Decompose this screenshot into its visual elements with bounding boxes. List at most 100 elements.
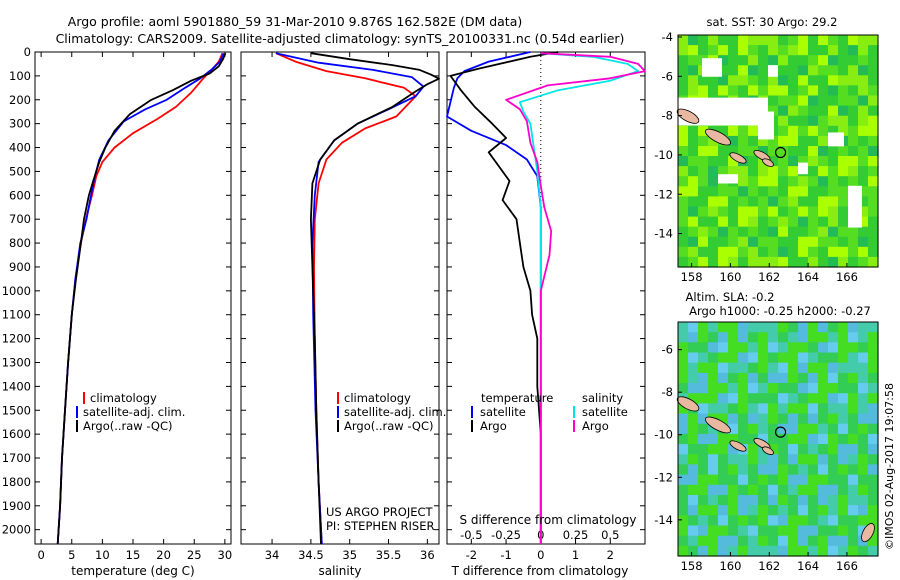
map-cell: [808, 403, 819, 415]
map-cell: [868, 322, 879, 333]
map-cell: [768, 454, 779, 466]
map-cell: [728, 135, 739, 147]
map-cell: [858, 423, 869, 435]
y-tick-label: 900: [9, 260, 31, 274]
map-cell: [778, 342, 789, 354]
map-cell: [788, 146, 799, 157]
map-cell: [848, 95, 859, 107]
map-cell: [728, 75, 739, 86]
map-cell: [848, 166, 859, 177]
map-cell: [788, 505, 799, 516]
map-cell: [778, 196, 789, 208]
sla-map-title-line2: Argo h1000: -0.25 h2000: -0.27: [689, 304, 871, 318]
map-cell: [818, 495, 829, 506]
map-cell: [728, 85, 739, 97]
map-cell: [708, 393, 719, 404]
map-cell: [788, 403, 799, 415]
map-cell: [698, 413, 709, 425]
map-cell: [688, 55, 699, 66]
map-cell: [798, 535, 809, 547]
map-cell: [678, 125, 689, 137]
map-cell: [708, 474, 719, 486]
map-cell: [728, 454, 739, 466]
map-cell: [718, 75, 729, 86]
map-cell: [828, 352, 839, 364]
map-cell: [848, 332, 859, 343]
map-cell: [868, 186, 879, 197]
map-cell: [708, 403, 719, 415]
x-tick-label: 5: [68, 548, 75, 562]
map-cell: [858, 105, 869, 117]
map-cell: [788, 256, 799, 268]
map-cell: [798, 226, 809, 238]
map-cell: [678, 216, 689, 228]
map-cell: [868, 403, 879, 415]
map-cell: [788, 474, 799, 486]
map-cell: [678, 383, 689, 394]
map-cell: [678, 256, 689, 268]
map-cell: [718, 484, 729, 496]
map-cell: [868, 474, 879, 486]
map-cell: [838, 413, 849, 425]
map-cell: [848, 403, 859, 415]
series-argo-raw-qc-: [56, 52, 227, 545]
map-cell: [758, 484, 769, 496]
map-cell: [688, 423, 699, 435]
map-cell: [828, 166, 839, 177]
map-cell: [848, 454, 859, 466]
map-cell: [818, 362, 829, 374]
map-cell: [798, 146, 809, 157]
map-cell: [758, 505, 769, 516]
map-cell: [748, 85, 759, 97]
map-cell: [798, 372, 809, 384]
map-cell: [838, 216, 849, 228]
map-cell: [758, 216, 769, 228]
map-cell: [718, 146, 729, 157]
map-cell: [788, 332, 799, 343]
map-cell: [708, 525, 719, 537]
map-cell: [688, 196, 699, 208]
map-cell: [748, 433, 759, 445]
map-cell: [738, 525, 749, 537]
map-cell: [688, 216, 699, 228]
map-cell: [738, 454, 749, 466]
map-cell: [798, 176, 809, 187]
map-cell: [788, 372, 799, 384]
map-cell: [828, 55, 839, 66]
map-cell: [728, 403, 739, 415]
map-cell: [808, 65, 819, 76]
map-cell: [818, 423, 829, 435]
map-cell: [788, 55, 799, 66]
map-cell: [798, 495, 809, 506]
y-tick-label: 1200: [2, 332, 31, 346]
map-cell: [768, 216, 779, 228]
map-cell: [738, 484, 749, 496]
map-cell: [698, 352, 709, 364]
map-cell: [748, 125, 759, 137]
map-cell: [838, 322, 849, 333]
map-cell: [848, 444, 859, 455]
map-cell: [798, 135, 809, 147]
map-cell: [868, 125, 879, 137]
map-cell: [708, 216, 719, 228]
map-cell: [858, 146, 869, 157]
map-cell: [678, 35, 689, 46]
map-cell: [748, 45, 759, 56]
map-cell: [718, 444, 729, 455]
map-cell: [788, 342, 799, 354]
map-cell: [838, 166, 849, 177]
map-cell: [728, 322, 739, 333]
map-cell: [848, 75, 859, 86]
x-tick-label: 34.5: [298, 548, 324, 562]
map-cell: [768, 176, 779, 187]
island: [762, 446, 774, 455]
map-x-tick-label: 162: [758, 559, 780, 573]
argo-location-marker: [774, 426, 787, 438]
map-cell: [868, 372, 879, 384]
map-cell: [718, 186, 729, 197]
map-cell: [698, 176, 709, 187]
map-cell: [758, 85, 769, 97]
map-cell: [748, 226, 759, 238]
map-cell: [728, 444, 739, 455]
